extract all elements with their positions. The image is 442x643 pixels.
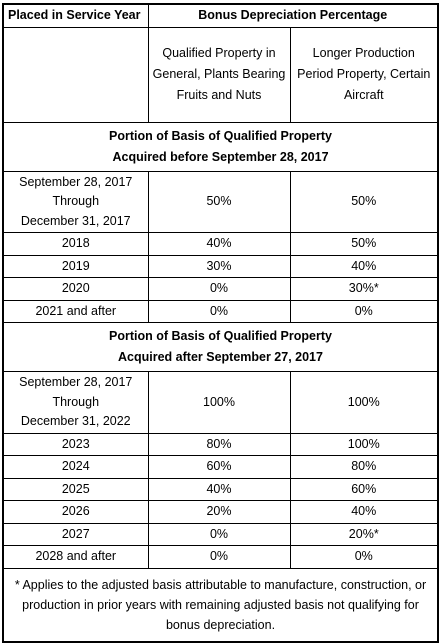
percent-cell: 0% xyxy=(147,522,291,546)
year-cell: September 28, 2017 Through December 31, 20… xyxy=(2,170,149,233)
year-cell: 2025 xyxy=(2,477,149,501)
footnote-row: * Applies to the adjusted basis attribut… xyxy=(2,567,439,642)
data-row: 2023 80% 100% xyxy=(2,432,439,456)
data-row: 2020 0% 30%* xyxy=(2,277,439,301)
section-title: Portion of Basis of Qualified Property Ac… xyxy=(2,322,439,372)
percent-cell: 40% xyxy=(289,500,439,524)
data-row: 2019 30% 40% xyxy=(2,254,439,278)
year-cell: 2023 xyxy=(2,432,149,456)
section-title-line: Acquired after September 27, 2017 xyxy=(118,350,323,364)
table-body: Placed in Service Year Bonus Depreciation… xyxy=(2,3,439,642)
data-row: 2025 40% 60% xyxy=(2,477,439,501)
depreciation-table: Placed in Service Year Bonus Depreciation… xyxy=(2,3,439,643)
year-line: 2021 and after xyxy=(35,303,117,318)
percent-cell: 100% xyxy=(289,432,439,456)
data-row: 2024 60% 80% xyxy=(2,455,439,479)
data-row: 2028 and after 0% 0% xyxy=(2,545,439,569)
year-line: December 31, 2022 xyxy=(20,414,131,428)
subheader-cell: Longer Production Period Property, Certa… xyxy=(289,26,439,123)
page: Placed in Service Year Bonus Depreciation… xyxy=(2,3,439,643)
subheader-row: Qualified Property in General, Plants Be… xyxy=(2,26,439,123)
data-row: September 28, 2017 Through December 31, 20… xyxy=(2,170,439,233)
percent-cell: 80% xyxy=(289,455,439,479)
data-row: September 28, 2017 Through December 31, 20… xyxy=(2,371,439,434)
header-cell: Bonus Depreciation Percentage xyxy=(147,3,439,28)
year-line: 2023 xyxy=(61,436,90,451)
data-row: 2021 and after 0% 0% xyxy=(2,299,439,323)
percent-cell: 100% xyxy=(147,371,291,434)
year-line: December 31, 2017 xyxy=(20,213,131,228)
percent-cell: 40% xyxy=(147,477,291,501)
percent-cell: 20% xyxy=(147,500,291,524)
data-row: 2026 20% 40% xyxy=(2,500,439,524)
percent-cell: 30% xyxy=(147,254,291,278)
year-line: 2024 xyxy=(61,459,90,473)
section-title-line: Acquired before September 28, 2017 xyxy=(112,149,329,164)
percent-cell: 0% xyxy=(147,545,291,569)
percent-cell: 20%* xyxy=(289,522,439,546)
year-line: 2027 xyxy=(61,526,90,541)
year-cell: 2027 xyxy=(2,522,149,546)
year-cell: 2018 xyxy=(2,232,149,256)
data-row: 2018 40% 50% xyxy=(2,232,439,256)
section-title-line: Portion of Basis of Qualified Property xyxy=(109,329,332,343)
subheader-cell: Qualified Property in General, Plants Be… xyxy=(147,26,291,123)
year-line: 2028 and after xyxy=(35,549,117,563)
percent-cell: 60% xyxy=(147,455,291,479)
percent-cell: 40% xyxy=(147,232,291,256)
year-cell: September 28, 2017 Through December 31, 20… xyxy=(2,371,149,434)
year-cell: 2026 xyxy=(2,500,149,524)
year-line: 2026 xyxy=(61,504,90,518)
year-line: 2020 xyxy=(61,281,90,295)
percent-cell: 40% xyxy=(289,254,439,278)
section-row: Portion of Basis of Qualified Property Ac… xyxy=(2,322,439,372)
year-line: Through xyxy=(52,194,100,208)
year-line: 2018 xyxy=(61,236,90,250)
empty-cell xyxy=(2,26,149,123)
percent-cell: 0% xyxy=(147,277,291,301)
year-line: Through xyxy=(52,394,100,409)
year-line: September 28, 2017 xyxy=(19,375,133,389)
year-cell: 2028 and after xyxy=(2,545,149,569)
percent-cell: 50% xyxy=(289,170,439,233)
footnote: * Applies to the adjusted basis attribut… xyxy=(2,567,439,642)
percent-cell: 0% xyxy=(289,299,439,323)
year-cell: 2024 xyxy=(2,455,149,479)
year-cell: 2021 and after xyxy=(2,299,149,323)
year-cell: 2019 xyxy=(2,254,149,278)
percent-cell: 50% xyxy=(147,170,291,233)
percent-cell: 50% xyxy=(289,232,439,256)
percent-cell: 80% xyxy=(147,432,291,456)
year-line: 2025 xyxy=(61,481,90,496)
section-title: Portion of Basis of Qualified Property Ac… xyxy=(2,121,439,172)
percent-cell: 0% xyxy=(147,299,291,323)
header-row: Placed in Service Year Bonus Depreciation… xyxy=(2,3,439,28)
section-title-line: Portion of Basis of Qualified Property xyxy=(109,128,332,143)
section-row: Portion of Basis of Qualified Property Ac… xyxy=(2,121,439,172)
header-cell: Placed in Service Year xyxy=(2,3,149,28)
percent-cell: 0% xyxy=(289,545,439,569)
year-line: September 28, 2017 xyxy=(19,174,133,189)
year-cell: 2020 xyxy=(2,277,149,301)
percent-cell: 60% xyxy=(289,477,439,501)
percent-cell: 30%* xyxy=(289,277,439,301)
year-line: 2019 xyxy=(61,258,90,273)
data-row: 2027 0% 20%* xyxy=(2,522,439,546)
percent-cell: 100% xyxy=(289,371,439,434)
